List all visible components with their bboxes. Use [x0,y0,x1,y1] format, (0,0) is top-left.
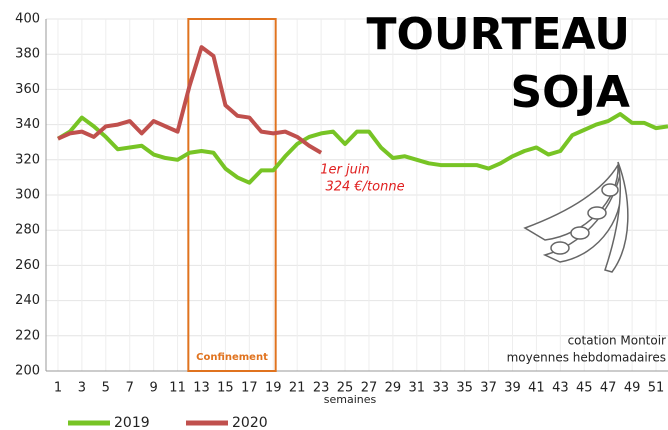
x-tick-label: 27 [361,381,378,396]
y-tick-label: 320 [15,152,40,167]
x-tick-label: 31 [409,381,426,396]
source-text: moyennes hebdomadaires [507,351,666,365]
chart-title: SOJA [510,67,630,118]
x-tick-label: 39 [504,381,521,396]
x-tick-label: 47 [600,381,617,396]
y-tick-label: 280 [15,223,40,238]
soy-illustration [523,161,629,273]
y-tick-label: 260 [15,258,40,273]
confinement-box [187,18,277,372]
x-tick-label: 21 [289,381,306,396]
annotation: 1er juin [320,163,369,178]
x-tick-label: 17 [241,381,258,396]
x-tick-label: 41 [528,381,545,396]
x-tick-label: 13 [193,381,210,396]
x-tick-label: 7 [126,381,134,396]
y-tick-label: 300 [15,188,40,203]
series-line [56,112,668,185]
series-line [57,45,323,155]
x-tick-label: 11 [169,381,186,396]
x-tick-label: 3 [78,381,86,396]
y-tick-label: 200 [15,364,40,379]
x-tick-label: 37 [480,381,497,396]
y-tick-label: 240 [15,293,40,308]
x-tick-label: 19 [265,381,282,396]
x-tick-label: 43 [552,381,569,396]
x-tick-label: 9 [150,381,158,396]
x-tick-label: 5 [102,381,110,396]
legend-label: 2020 [232,415,268,430]
legend-label: 2019 [114,415,150,430]
x-axis-label: semaines [324,393,377,406]
x-tick-label: 49 [624,381,641,396]
annotation: Confinement [196,352,268,363]
source-text: cotation Montoir [568,334,666,348]
y-tick-label: 360 [15,82,40,97]
x-tick-label: 25 [337,381,354,396]
y-tick-label: 220 [15,328,40,343]
y-tick-label: 340 [15,117,40,132]
annotation: 324 €/tonne [325,180,404,195]
x-tick-label: 35 [456,381,473,396]
x-tick-label: 23 [313,381,330,396]
x-tick-label: 51 [648,381,665,396]
y-tick-label: 380 [15,47,40,62]
chart-title: TOURTEAU [366,9,630,60]
x-tick-label: 15 [217,381,234,396]
x-tick-label: 29 [385,381,402,396]
x-tick-label: 1 [54,381,62,396]
y-tick-label: 400 [15,12,40,27]
x-tick-label: 33 [432,381,449,396]
x-tick-label: 45 [576,381,593,396]
